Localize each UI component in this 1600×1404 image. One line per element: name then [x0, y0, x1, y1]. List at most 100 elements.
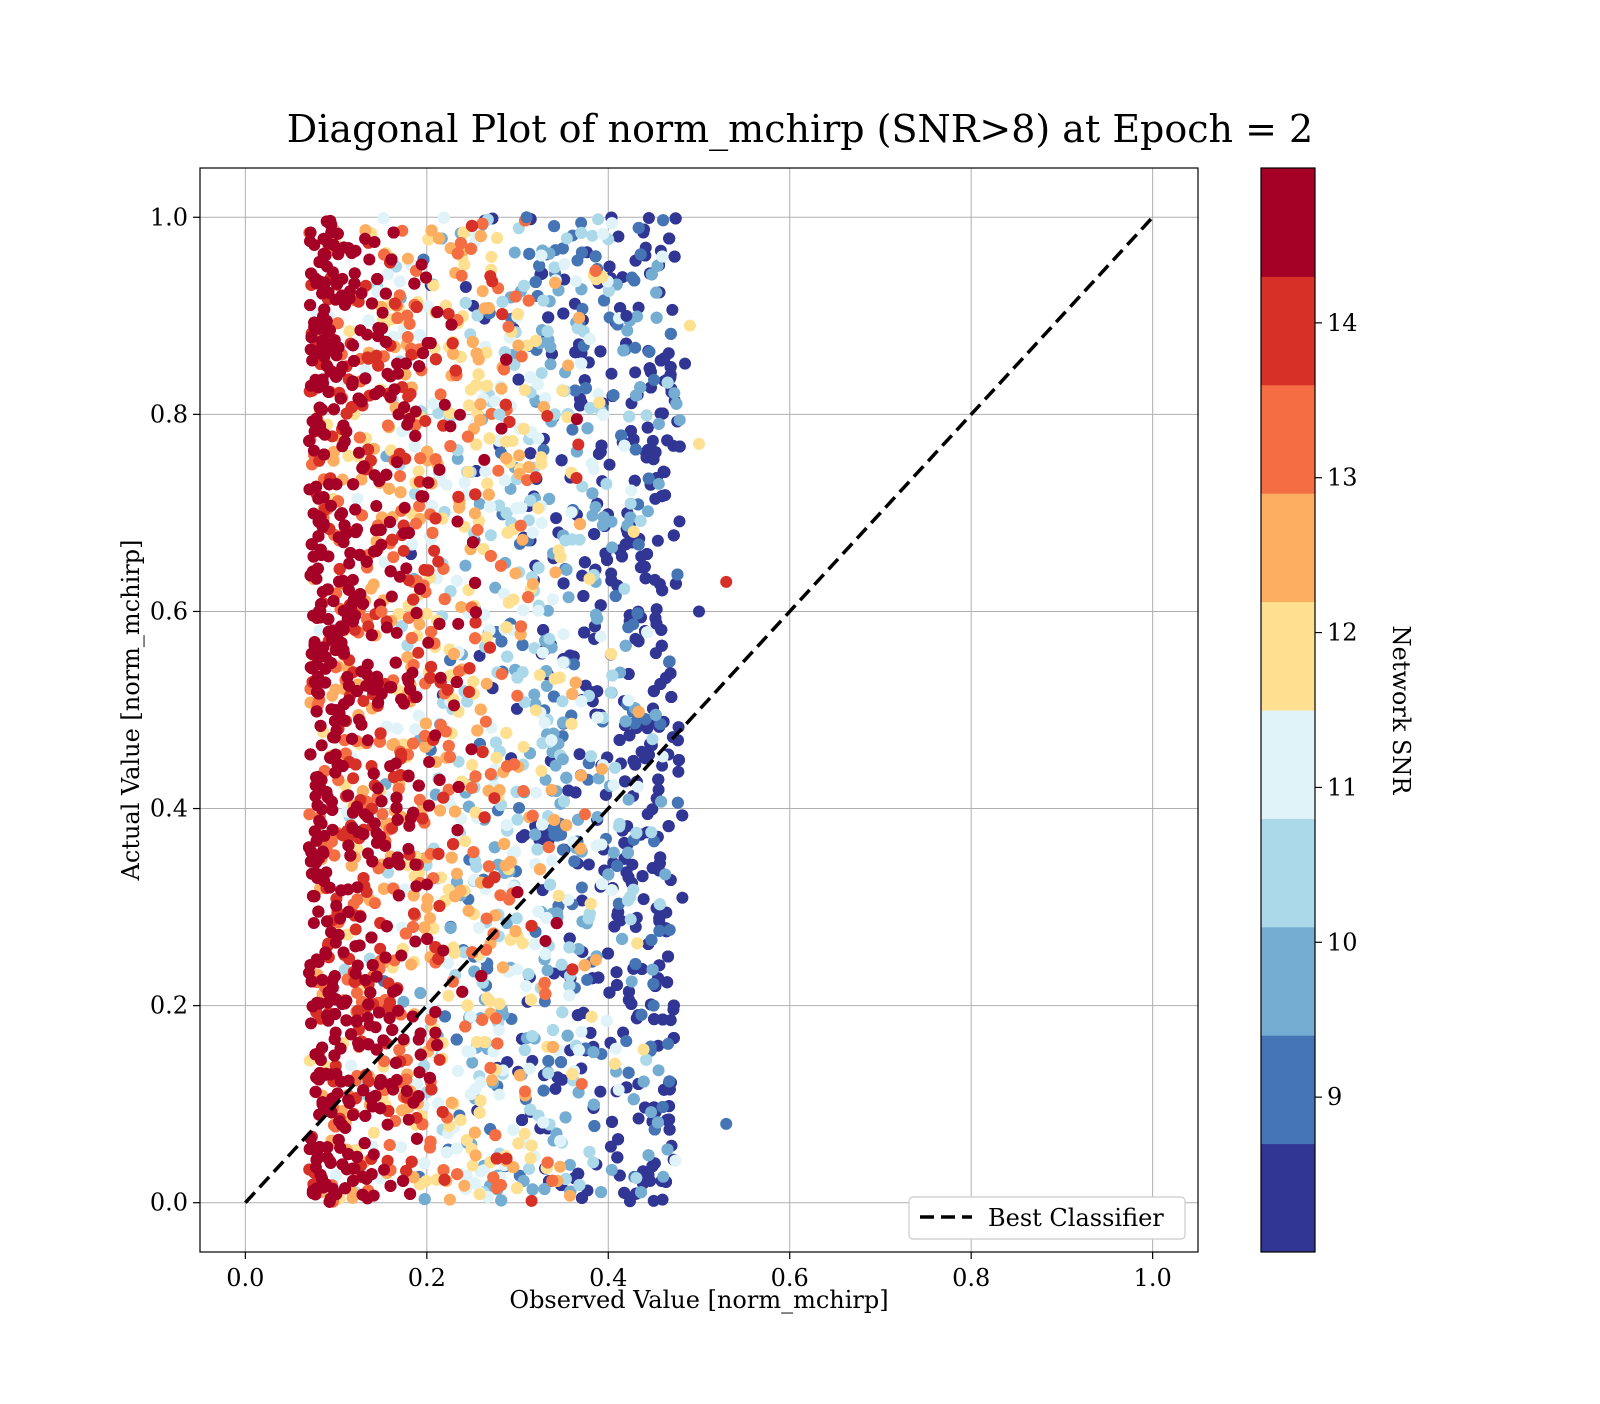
scatter-point — [484, 432, 496, 444]
scatter-point — [470, 1149, 482, 1161]
scatter-point — [539, 948, 551, 960]
scatter-point — [402, 253, 414, 265]
scatter-point — [539, 988, 551, 1000]
scatter-point — [588, 528, 600, 540]
scatter-point — [460, 281, 472, 293]
scatter-point — [651, 618, 663, 630]
scatter-point — [505, 856, 517, 868]
scatter-point — [615, 429, 627, 441]
scatter-point — [475, 1095, 487, 1107]
scatter-point — [566, 424, 578, 436]
scatter-point — [471, 347, 483, 359]
scatter-point — [554, 1161, 566, 1173]
scatter-point — [483, 489, 495, 501]
scatter-point — [633, 635, 645, 647]
scatter-point — [519, 384, 531, 396]
scatter-point — [604, 261, 616, 273]
scatter-point — [588, 1099, 600, 1111]
scatter-point — [596, 440, 608, 452]
scatter-point — [522, 591, 534, 603]
scatter-point — [542, 311, 554, 323]
scatter-point — [620, 640, 632, 652]
scatter-point — [402, 331, 414, 343]
scatter-point — [530, 704, 542, 716]
scatter-point — [475, 1076, 487, 1088]
scatter-point — [518, 423, 530, 435]
scatter-point — [438, 212, 450, 224]
scatter-point — [393, 1044, 405, 1056]
scatter-point — [556, 454, 568, 466]
scatter-point — [481, 678, 493, 690]
scatter-point — [485, 529, 497, 541]
scatter-point — [511, 1182, 523, 1194]
scatter-point — [448, 648, 460, 660]
scatter-point — [630, 958, 642, 970]
scatter-point — [509, 247, 521, 259]
scatter-point — [657, 407, 669, 419]
scatter-point — [579, 808, 591, 820]
scatter-point — [622, 694, 634, 706]
scatter-point — [455, 601, 467, 613]
scatter-point — [498, 838, 510, 850]
scatter-point — [509, 925, 521, 937]
scatter-point — [405, 959, 417, 971]
scatter-point — [536, 367, 548, 379]
scatter-point — [455, 237, 467, 249]
scatter-point — [446, 1097, 458, 1109]
scatter-point — [466, 782, 478, 794]
scatter-point — [616, 933, 628, 945]
scatter-point — [476, 218, 488, 230]
scatter-point — [451, 1142, 463, 1154]
scatter-point — [581, 422, 593, 434]
scatter-point — [570, 786, 582, 798]
scatter-point — [633, 538, 645, 550]
scatter-point — [606, 1164, 618, 1176]
scatter-point — [664, 655, 676, 667]
scatter-point — [354, 431, 366, 443]
scatter-point — [560, 1111, 572, 1123]
scatter-point — [558, 796, 570, 808]
scatter-point — [623, 994, 635, 1006]
scatter-point — [605, 648, 617, 660]
scatter-point — [490, 1012, 502, 1024]
scatter-point — [523, 461, 535, 473]
scatter-point — [572, 1168, 584, 1180]
scatter-point — [491, 232, 503, 244]
scatter-point — [618, 440, 630, 452]
scatter-point — [597, 228, 609, 240]
scatter-point — [587, 1046, 599, 1058]
scatter-point — [507, 435, 519, 447]
scatter-point — [640, 1054, 652, 1066]
scatter-point — [665, 667, 677, 679]
scatter-point — [491, 1038, 503, 1050]
scatter-point — [594, 345, 606, 357]
scatter-point — [466, 1057, 478, 1069]
scatter-point — [566, 1068, 578, 1080]
scatter-point — [618, 1187, 630, 1199]
scatter-point — [585, 750, 597, 762]
scatter-point — [492, 465, 504, 477]
scatter-point — [662, 1038, 674, 1050]
scatter-point — [573, 1179, 585, 1191]
scatter-point — [542, 1067, 554, 1079]
scatter-point — [377, 808, 389, 820]
scatter-point — [394, 276, 406, 288]
scatter-point — [382, 419, 394, 431]
scatter-point — [558, 628, 570, 640]
scatter-point — [603, 987, 615, 999]
scatter-point — [562, 1030, 574, 1042]
scatter-point — [642, 422, 654, 434]
scatter-point — [444, 440, 456, 452]
scatter-point — [481, 912, 493, 924]
scatter-point — [400, 928, 412, 940]
scatter-point — [458, 1180, 470, 1192]
scatter-point — [646, 733, 658, 745]
scatter-point — [641, 626, 653, 638]
scatter-point — [647, 435, 659, 447]
scatter-point — [514, 1069, 526, 1081]
scatter-point — [614, 818, 626, 830]
scatter-point — [638, 1076, 650, 1088]
scatter-point — [517, 639, 529, 651]
scatter-point — [459, 835, 471, 847]
scatter-point — [467, 1160, 479, 1172]
